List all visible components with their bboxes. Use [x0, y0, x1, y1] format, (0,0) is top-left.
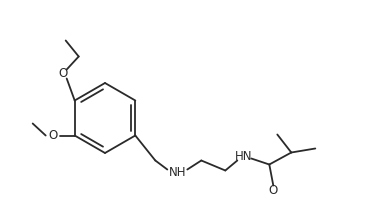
Text: HN: HN [235, 150, 252, 163]
Text: O: O [58, 67, 67, 80]
Text: O: O [269, 184, 278, 197]
Text: O: O [48, 129, 57, 142]
Text: NH: NH [169, 166, 186, 179]
